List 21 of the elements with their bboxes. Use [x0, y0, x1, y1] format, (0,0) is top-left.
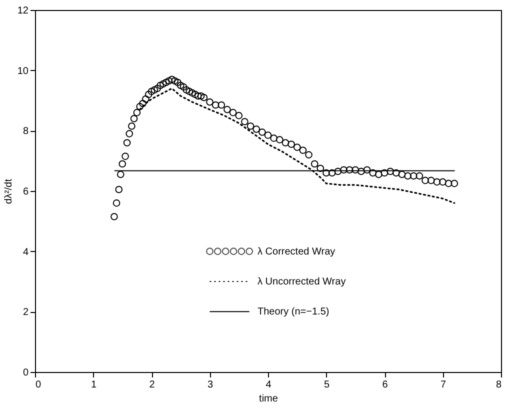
x-axis-title: time — [259, 394, 278, 404]
x-tick-label: 6 — [382, 380, 388, 390]
x-tick-label: 0 — [36, 380, 42, 390]
x-tick-label: 3 — [207, 380, 214, 390]
y-tick-label: 12 — [17, 6, 29, 16]
legend-label: λ Uncorrected Wray — [258, 276, 346, 288]
legend-label: λ Corrected Wray — [258, 246, 336, 258]
y-tick-label: 2 — [22, 307, 29, 318]
x-tick-label: 4 — [266, 380, 272, 390]
y-tick-label: 10 — [17, 66, 29, 77]
x-tick-label: 5 — [324, 380, 330, 390]
y-axis-title: dλ²/dt — [3, 178, 14, 204]
x-tick-label: 8 — [496, 380, 502, 390]
x-tick-label: 7 — [440, 380, 446, 390]
y-tick-label: 4 — [22, 246, 29, 258]
y-tick-label: 8 — [22, 126, 29, 138]
y-tick-label: 0 — [22, 368, 29, 378]
x-tick-label: 2 — [149, 380, 156, 390]
y-tick-label: 6 — [22, 186, 29, 198]
x-tick-label: 1 — [90, 380, 97, 390]
legend-label: Theory (n=−1.5) — [258, 306, 330, 318]
